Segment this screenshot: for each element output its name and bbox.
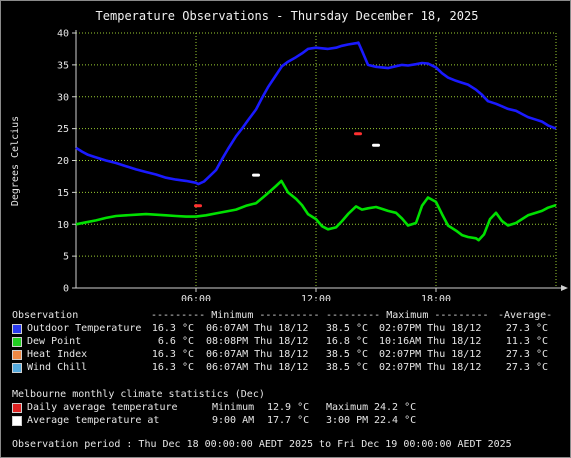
table-cell-avg: 27.3 °C [505, 362, 548, 373]
table-cell-min-time: 08:08PM Thu 18/12 [206, 336, 309, 347]
table-cell-max-time: 10:16AM Thu 18/12 [379, 336, 482, 347]
table-cell-max: 38.5 °C [325, 349, 368, 360]
daily-average-max-label: Maximum [326, 402, 369, 413]
table-cell-name: Dew Point [27, 336, 82, 347]
table-cell-min-time: 06:07AM Thu 18/12 [206, 323, 309, 334]
x-tick-label: 12:00 [301, 294, 331, 301]
table-cell-avg: 11.3 °C [505, 336, 548, 347]
daily-average-label: Daily average temperature [27, 402, 178, 413]
table-cell-min: 6.6 °C [157, 336, 194, 347]
table-header-average: -Average- [498, 310, 553, 321]
table-cell-max-time: 02:07PM Thu 18/12 [379, 349, 482, 360]
table-cell-name: Outdoor Temperature [27, 323, 142, 334]
table-cell-min: 16.3 °C [151, 323, 194, 334]
series-line-dew-point [75, 179, 557, 242]
marker-average-temperature-at-3-00-pm [372, 143, 380, 147]
legend-swatch [12, 363, 22, 373]
marker-daily-average-temperature-max [354, 132, 362, 136]
y-tick-label: 25 [57, 124, 69, 135]
table-cell-avg: 27.3 °C [505, 349, 548, 360]
average-at-value-2: 22.4 °C [374, 415, 417, 426]
y-tick-label: 40 [57, 29, 69, 40]
marker-average-temperature-at-9-00-am [252, 173, 260, 177]
climate-title: Melbourne monthly climate statistics (De… [12, 389, 265, 400]
table-header-minimum: --------- Minimum ---------- [151, 310, 320, 321]
table-cell-max-time: 02:07PM Thu 18/12 [379, 362, 482, 373]
y-tick-label: 15 [57, 188, 69, 199]
table-cell-min: 16.3 °C [151, 349, 194, 360]
table-cell-min: 16.3 °C [151, 362, 194, 373]
daily-average-max-value: 24.2 °C [374, 402, 417, 413]
y-tick-label: 10 [57, 220, 69, 231]
marker-daily-average-temperature-min [194, 204, 202, 208]
series-line-outdoor-temperature [75, 41, 557, 186]
average-at-time-2: 3:00 PM [326, 415, 369, 426]
table-cell-max: 16.8 °C [325, 336, 368, 347]
table-cell-avg: 27.3 °C [505, 323, 548, 334]
average-at-time-1: 9:00 AM [212, 415, 255, 426]
table-header-maximum: --------- Maximum --------- [326, 310, 489, 321]
average-at-value-1: 17.7 °C [267, 415, 310, 426]
daily-average-swatch [12, 403, 22, 413]
y-axis-label: Degrees Celcius [10, 116, 21, 206]
x-axis-arrow [561, 285, 568, 291]
average-at-swatch [12, 416, 22, 426]
observation-period: Observation period : Thu Dec 18 00:00:00… [12, 439, 512, 450]
y-tick-label: 35 [57, 60, 69, 71]
y-tick-label: 30 [57, 92, 69, 103]
chart-title: Temperature Observations - Thursday Dece… [96, 9, 479, 23]
table-cell-min-time: 06:07AM Thu 18/12 [206, 349, 309, 360]
daily-average-min-value: 12.9 °C [267, 402, 310, 413]
table-cell-name: Wind Chill [27, 362, 88, 373]
legend-swatch [12, 324, 22, 334]
table-cell-max: 38.5 °C [325, 323, 368, 334]
average-at-label: Average temperature at [27, 415, 160, 426]
legend-swatch [12, 337, 22, 347]
x-tick-label: 18:00 [421, 294, 451, 301]
temperature-chart: Temperature Observations - Thursday Dece… [10, 9, 568, 301]
table-cell-max-time: 02:07PM Thu 18/12 [379, 323, 482, 334]
y-tick-label: 5 [63, 252, 69, 263]
daily-average-min-label: Minimum [212, 402, 255, 413]
y-tick-label: 0 [63, 284, 69, 295]
y-tick-label: 20 [57, 156, 69, 167]
table-header-observation: Observation [12, 310, 79, 321]
table-cell-min-time: 06:07AM Thu 18/12 [206, 362, 309, 373]
x-tick-label: 06:00 [181, 294, 211, 301]
legend-swatch [12, 350, 22, 360]
table-cell-max: 38.5 °C [325, 362, 368, 373]
table-cell-name: Heat Index [27, 349, 88, 360]
